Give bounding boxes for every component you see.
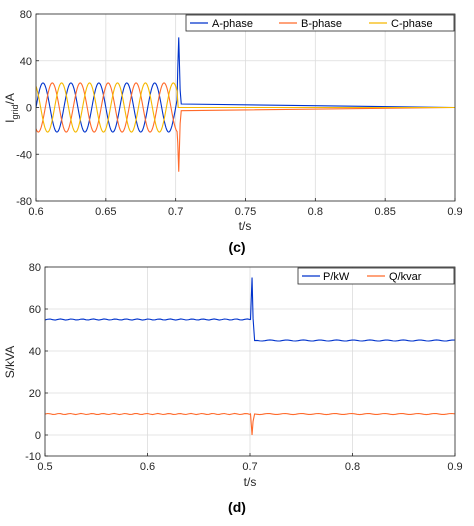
y-axis-label-d: S/kVA xyxy=(3,346,17,378)
y-tick-label: 40 xyxy=(20,56,32,68)
y-axis-label-c: Igrid/A xyxy=(3,93,20,123)
legend-label-b-phase: B-phase xyxy=(301,18,342,30)
y-tick-label: 0 xyxy=(26,103,32,115)
x-ticks-d: 0.5 0.6 0.7 0.8 0.9 xyxy=(37,453,463,473)
x-ticks-c: 0.6 0.65 0.7 0.75 0.8 0.85 0.9 xyxy=(28,198,463,218)
x-tick-label: 0.7 xyxy=(242,461,257,473)
y-axis-label-main-c: I xyxy=(3,120,17,123)
y-tick-label: -40 xyxy=(16,149,32,161)
series-line-q-kvar xyxy=(45,412,455,436)
x-axis-label-c: t/s xyxy=(239,219,252,233)
legend-c: A-phase B-phase C-phase xyxy=(185,14,455,32)
series-group-d xyxy=(45,277,455,436)
series-line-c-phase xyxy=(36,82,455,133)
x-tick-label: 0.5 xyxy=(37,461,52,473)
chart-panel-d: 0.5 0.6 0.7 0.8 0.9 -10 0 20 40 60 80 t/s S/kVA P… xyxy=(3,262,463,489)
y-tick-label: 20 xyxy=(29,388,41,400)
x-tick-label: 0.85 xyxy=(374,206,395,218)
chart-panel-c: 0.6 0.65 0.7 0.75 0.8 0.85 0.9 -80 -40 0 40 80 t/s… xyxy=(3,9,463,233)
x-axis-label-d: t/s xyxy=(244,475,257,489)
legend-label-c-phase: C-phase xyxy=(391,18,433,30)
legend-box-c xyxy=(185,14,455,32)
y-axis-label-unit-c: /A xyxy=(3,93,17,104)
y-ticks-d: -10 0 20 40 60 80 xyxy=(25,262,48,463)
legend-label-q: Q/kvar xyxy=(389,271,422,283)
x-tick-label: 0.8 xyxy=(308,206,323,218)
caption-c: (c) xyxy=(228,239,245,255)
x-tick-label: 0.8 xyxy=(345,461,360,473)
y-tick-label: 0 xyxy=(35,430,41,442)
y-tick-label: 40 xyxy=(29,346,41,358)
caption-d: (d) xyxy=(228,499,246,515)
y-ticks-c: -80 -40 0 40 80 xyxy=(16,9,39,208)
y-tick-label: 80 xyxy=(29,262,41,274)
legend-d: P/kW Q/kvar xyxy=(297,267,455,285)
x-tick-label: 0.6 xyxy=(140,461,155,473)
legend-label-a-phase: A-phase xyxy=(212,18,253,30)
legend-label-p: P/kW xyxy=(323,271,350,283)
x-tick-label: 0.6 xyxy=(28,206,43,218)
y-tick-label: -10 xyxy=(25,451,41,463)
x-tick-label: 0.9 xyxy=(447,461,462,473)
x-tick-label: 0.9 xyxy=(447,206,462,218)
series-line-a-phase xyxy=(36,37,455,133)
y-tick-label: 60 xyxy=(29,304,41,316)
y-tick-label: -80 xyxy=(16,196,32,208)
y-axis-label-sub-c: grid xyxy=(10,104,20,119)
series-group-c xyxy=(36,37,455,172)
x-tick-label: 0.75 xyxy=(235,206,256,218)
series-line-p-kw xyxy=(45,277,455,342)
x-tick-label: 0.65 xyxy=(95,206,116,218)
x-tick-label: 0.7 xyxy=(168,206,183,218)
y-tick-label: 80 xyxy=(20,9,32,21)
